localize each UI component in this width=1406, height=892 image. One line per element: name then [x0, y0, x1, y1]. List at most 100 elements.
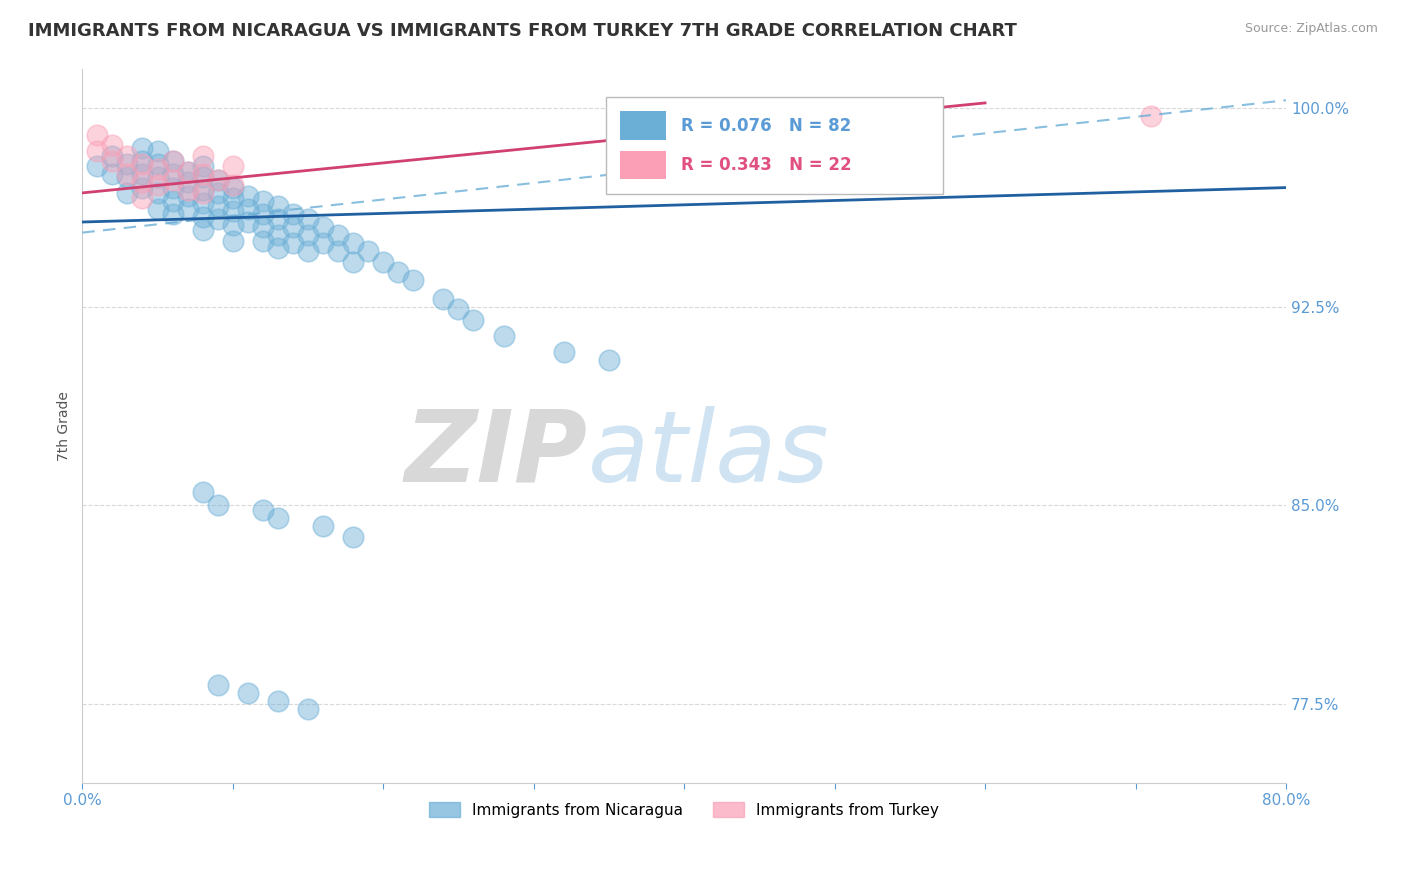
Point: [191, 149, 214, 163]
Point: [131, 175, 153, 189]
Point: [312, 220, 335, 235]
Point: [312, 236, 335, 251]
Point: [267, 511, 290, 525]
Point: [162, 167, 184, 181]
Point: [162, 207, 184, 221]
Point: [117, 149, 139, 163]
Point: [342, 236, 364, 251]
Point: [312, 519, 335, 533]
Point: [326, 244, 349, 259]
Point: [146, 157, 169, 171]
Point: [131, 157, 153, 171]
FancyBboxPatch shape: [606, 97, 943, 194]
Point: [297, 212, 319, 227]
Point: [101, 154, 124, 169]
Point: [553, 344, 575, 359]
Point: [176, 175, 198, 189]
Point: [191, 485, 214, 500]
Point: [86, 160, 108, 174]
Point: [191, 167, 214, 181]
Point: [176, 165, 198, 179]
Point: [463, 313, 485, 327]
Text: Source: ZipAtlas.com: Source: ZipAtlas.com: [1244, 22, 1378, 36]
Point: [146, 162, 169, 177]
Point: [117, 157, 139, 171]
Point: [281, 236, 304, 251]
Point: [281, 207, 304, 221]
Point: [252, 220, 274, 235]
Point: [222, 178, 245, 192]
Point: [432, 292, 454, 306]
Point: [191, 196, 214, 211]
Point: [222, 218, 245, 232]
Point: [387, 265, 409, 279]
Point: [357, 244, 380, 259]
Point: [252, 207, 274, 221]
Point: [342, 254, 364, 268]
Point: [207, 212, 229, 227]
Point: [207, 199, 229, 213]
Point: [162, 172, 184, 186]
Point: [207, 678, 229, 692]
Point: [101, 149, 124, 163]
Point: [191, 223, 214, 237]
Point: [146, 202, 169, 216]
Point: [146, 169, 169, 184]
Point: [297, 244, 319, 259]
Point: [191, 210, 214, 224]
Point: [207, 186, 229, 200]
Point: [117, 186, 139, 200]
Point: [267, 694, 290, 708]
Point: [191, 183, 214, 197]
Point: [281, 220, 304, 235]
Point: [191, 169, 214, 184]
Point: [101, 167, 124, 181]
Point: [447, 302, 470, 317]
Point: [222, 234, 245, 248]
Text: atlas: atlas: [588, 406, 830, 503]
Point: [86, 144, 108, 158]
Point: [297, 228, 319, 243]
Legend: Immigrants from Nicaragua, Immigrants from Turkey: Immigrants from Nicaragua, Immigrants fr…: [422, 794, 946, 825]
Point: [162, 154, 184, 169]
Point: [131, 141, 153, 155]
Point: [252, 234, 274, 248]
Point: [222, 191, 245, 205]
Point: [342, 530, 364, 544]
Point: [222, 204, 245, 219]
Point: [326, 228, 349, 243]
Point: [117, 169, 139, 184]
Point: [117, 167, 139, 181]
Point: [236, 686, 259, 700]
Point: [146, 178, 169, 192]
Point: [222, 180, 245, 194]
Point: [131, 167, 153, 181]
Text: R = 0.343   N = 22: R = 0.343 N = 22: [681, 156, 851, 174]
FancyBboxPatch shape: [620, 151, 666, 179]
Point: [252, 194, 274, 208]
Point: [222, 160, 245, 174]
Point: [146, 144, 169, 158]
Point: [252, 503, 274, 517]
Text: IMMIGRANTS FROM NICARAGUA VS IMMIGRANTS FROM TURKEY 7TH GRADE CORRELATION CHART: IMMIGRANTS FROM NICARAGUA VS IMMIGRANTS …: [28, 22, 1017, 40]
Point: [598, 352, 620, 367]
Point: [373, 254, 395, 268]
Point: [176, 165, 198, 179]
Point: [146, 186, 169, 200]
Point: [131, 191, 153, 205]
Text: R = 0.076   N = 82: R = 0.076 N = 82: [681, 117, 851, 135]
Point: [297, 702, 319, 716]
Point: [207, 172, 229, 186]
Y-axis label: 7th Grade: 7th Grade: [58, 391, 72, 460]
Point: [1139, 109, 1161, 123]
Point: [267, 199, 290, 213]
Point: [86, 128, 108, 142]
Point: [176, 183, 198, 197]
Point: [131, 180, 153, 194]
Point: [267, 212, 290, 227]
FancyBboxPatch shape: [620, 112, 666, 140]
Point: [131, 154, 153, 169]
Point: [267, 228, 290, 243]
Point: [162, 180, 184, 194]
Point: [191, 160, 214, 174]
